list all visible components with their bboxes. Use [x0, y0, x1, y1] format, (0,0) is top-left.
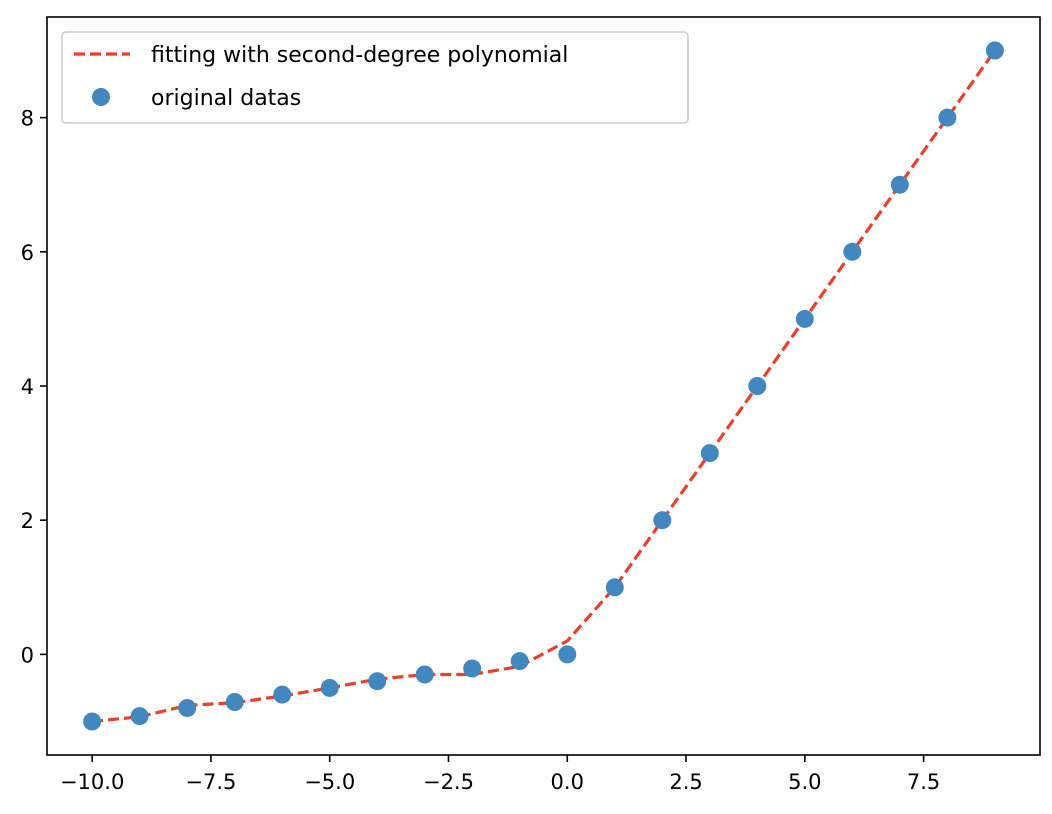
- y-tick-label: 8: [21, 107, 34, 131]
- data-point: [83, 712, 102, 731]
- data-point: [178, 699, 197, 717]
- x-tick-label: −5.0: [304, 770, 355, 794]
- x-axis: −10.0 −7.5 −5.0 −2.5 0.0 2.5 5.0 7.5: [60, 755, 940, 794]
- data-point: [320, 678, 339, 697]
- data-point: [890, 175, 909, 194]
- data-point: [938, 108, 957, 127]
- data-point: [510, 652, 529, 671]
- y-tick-label: 4: [21, 375, 34, 399]
- legend-label-data: original datas: [151, 86, 301, 111]
- data-point: [130, 707, 149, 726]
- y-tick-label: 0: [21, 643, 34, 667]
- data-point: [368, 672, 387, 691]
- x-tick-label: −10.0: [60, 770, 124, 794]
- points-layer: [83, 41, 1004, 731]
- legend: fitting with second-degree polynomial or…: [61, 31, 689, 124]
- x-tick-label: 2.5: [669, 770, 702, 794]
- data-point: [463, 659, 482, 678]
- x-tick-label: 0.0: [551, 770, 584, 794]
- data-point: [415, 665, 434, 684]
- y-axis: 0 2 4 6 8: [21, 107, 47, 667]
- legend-box: [61, 31, 689, 124]
- data-point: [653, 511, 672, 530]
- x-tick-label: 5.0: [788, 770, 821, 794]
- x-tick-label: −7.5: [185, 770, 236, 794]
- legend-marker: [92, 88, 110, 106]
- data-point: [558, 645, 577, 664]
- data-point: [843, 242, 862, 261]
- x-tick-label: −2.5: [423, 770, 474, 794]
- x-tick-label: 7.5: [907, 770, 940, 794]
- data-point: [700, 444, 719, 463]
- data-point: [225, 693, 244, 711]
- y-tick-label: 2: [21, 509, 34, 533]
- data-point: [273, 685, 292, 704]
- data-point: [795, 309, 814, 328]
- data-point: [985, 41, 1004, 60]
- data-point: [748, 377, 767, 395]
- y-tick-label: 6: [21, 241, 34, 265]
- data-point: [605, 578, 624, 597]
- legend-label-fit: fitting with second-degree polynomial: [151, 43, 568, 68]
